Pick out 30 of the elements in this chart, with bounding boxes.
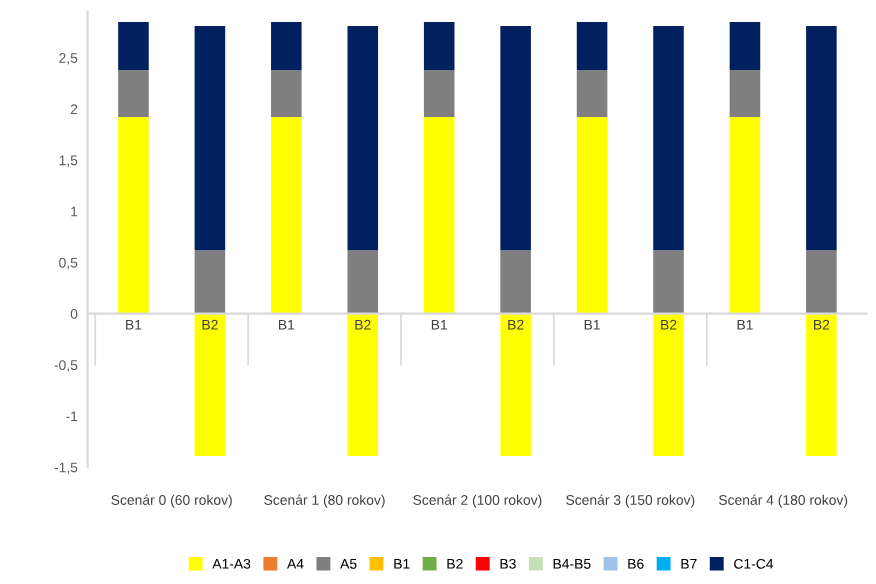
bar (500, 250, 531, 314)
bar (118, 21, 149, 71)
bar (729, 70, 761, 118)
bar (194, 26, 226, 251)
bar (423, 70, 455, 118)
bar (500, 26, 531, 251)
bar (806, 313, 837, 456)
bar (347, 250, 379, 314)
bar (271, 21, 302, 71)
bar (271, 117, 302, 314)
bar (576, 70, 608, 118)
bar (194, 313, 226, 456)
bar (347, 26, 379, 251)
bar (729, 21, 761, 71)
bar (806, 250, 837, 314)
bar (194, 250, 226, 314)
bar (500, 313, 531, 456)
bar (653, 250, 684, 314)
bar (118, 70, 149, 118)
bar (423, 117, 455, 314)
bar (271, 70, 302, 118)
bar (347, 313, 379, 456)
bar (806, 26, 837, 251)
bar (118, 117, 149, 314)
bar (729, 117, 761, 314)
bar (576, 117, 608, 314)
bar (653, 26, 684, 251)
bar (576, 21, 608, 71)
bar (423, 21, 455, 71)
bar (653, 313, 684, 456)
